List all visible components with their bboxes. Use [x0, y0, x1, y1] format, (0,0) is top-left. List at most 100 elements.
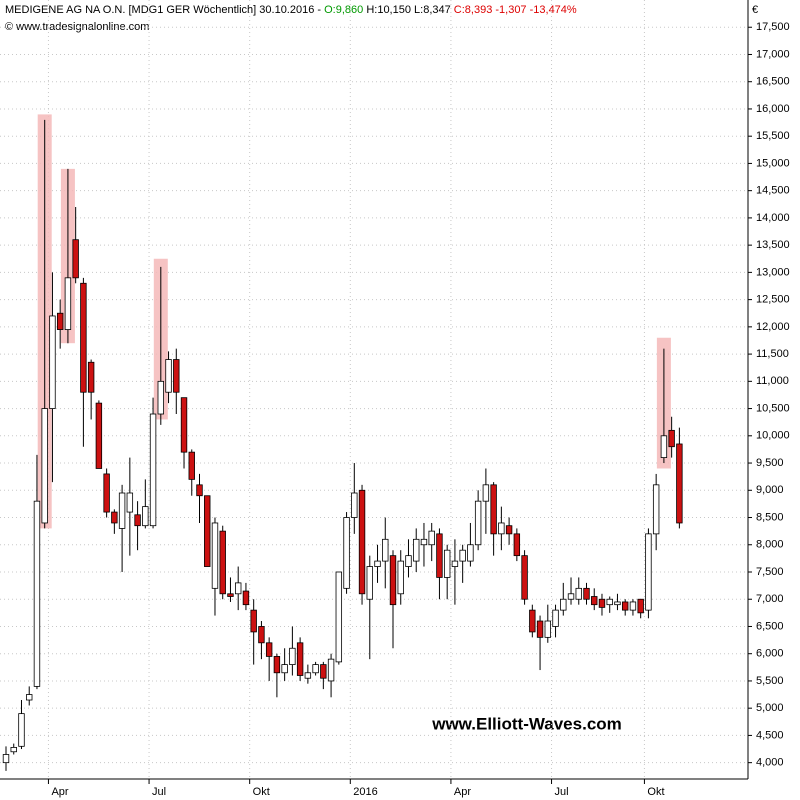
candle-body — [258, 626, 265, 644]
candle-body — [676, 443, 683, 524]
candle-body — [234, 582, 242, 595]
candle-body — [312, 664, 319, 674]
candle-body — [420, 538, 428, 546]
x-tick-label: Jul — [152, 786, 166, 798]
candle-body — [265, 642, 273, 657]
candle-body — [41, 408, 48, 524]
candle-body — [397, 560, 404, 595]
candle-body — [64, 277, 72, 330]
y-tick-label: 8,500 — [756, 511, 784, 523]
title-part: C:8,393 -1,307 -13,474% — [454, 4, 577, 16]
candle-body — [126, 492, 134, 513]
candle-body — [103, 473, 110, 513]
candle-body — [467, 544, 474, 562]
candle-body — [250, 609, 257, 633]
candle-body — [374, 560, 381, 567]
candle-body — [637, 598, 644, 614]
candle-body — [72, 239, 79, 279]
y-tick-label: 16,000 — [756, 103, 790, 115]
y-tick-label: 15,500 — [756, 130, 790, 142]
y-tick-label: 4,000 — [756, 757, 784, 769]
y-tick-label: 5,000 — [756, 702, 784, 714]
candle-body — [614, 601, 621, 606]
candle-body — [219, 530, 226, 595]
candle-body — [428, 530, 435, 546]
candle-body — [366, 566, 373, 600]
candle-body — [56, 312, 64, 330]
candle-body — [188, 451, 195, 480]
candle-body — [536, 620, 544, 638]
candle-body — [211, 522, 219, 589]
y-tick-label: 8,000 — [756, 539, 784, 551]
y-tick-label: 7,500 — [756, 566, 784, 578]
candle-body — [591, 596, 598, 606]
x-tick-label: 2016 — [353, 786, 377, 798]
candle-body — [389, 555, 397, 606]
candle-body — [668, 429, 675, 448]
candle-body — [382, 538, 389, 562]
candle-body — [351, 492, 358, 518]
candle-body — [498, 522, 505, 535]
candle-body — [2, 754, 10, 764]
candle-body — [335, 571, 343, 663]
candle-body — [304, 672, 312, 679]
currency-label: € — [752, 4, 758, 16]
candle-body — [583, 587, 590, 600]
candle-body — [111, 511, 118, 524]
y-tick-label: 17,000 — [756, 48, 790, 60]
candle-body — [281, 664, 288, 674]
candle-body — [629, 601, 637, 611]
candle-body — [567, 593, 575, 600]
candle-body — [149, 413, 157, 527]
title-part: MEDIGENE AG NA O.N. [MDG1 GER Wöchentlic… — [5, 4, 324, 16]
candle-body — [645, 533, 652, 611]
y-tick-label: 12,000 — [756, 321, 790, 333]
y-tick-label: 14,000 — [756, 212, 790, 224]
candle-body — [482, 484, 490, 502]
y-tick-label: 6,000 — [756, 648, 784, 660]
y-tick-label: 11,000 — [756, 375, 789, 387]
title-part: H:10,150 L:8,347 — [363, 4, 454, 16]
candle-body — [142, 506, 149, 527]
x-tick-label: Okt — [647, 786, 664, 798]
y-tick-label: 6,500 — [756, 620, 784, 632]
x-tick-label: Apr — [454, 786, 471, 798]
candle-body — [451, 560, 459, 567]
candle-body — [505, 525, 513, 535]
y-tick-label: 14,500 — [756, 185, 790, 197]
candle-body — [242, 590, 250, 606]
y-tick-label: 9,000 — [756, 484, 784, 496]
candle-body — [173, 359, 180, 393]
candle-body — [622, 601, 629, 611]
candle-body — [490, 484, 497, 535]
candle-body — [652, 484, 660, 535]
y-tick-label: 13,500 — [756, 239, 790, 251]
candle-body — [18, 713, 25, 747]
candle-body — [544, 620, 551, 638]
candle-body — [343, 517, 350, 589]
candle-body — [165, 359, 172, 393]
candle-body — [405, 555, 412, 567]
candle-body — [560, 598, 567, 611]
y-tick-label: 12,500 — [756, 294, 790, 306]
candle-body — [289, 647, 296, 666]
y-tick-label: 15,000 — [756, 157, 790, 169]
candle-body — [552, 609, 559, 627]
candle-body — [26, 694, 33, 701]
candle-body — [660, 435, 668, 458]
candle-body — [87, 361, 95, 393]
candle-body — [575, 587, 582, 600]
watermark: www.Elliott-Waves.com — [431, 714, 622, 733]
candle-body — [33, 500, 41, 687]
candle-body — [513, 533, 521, 557]
candle-body — [134, 514, 141, 527]
x-tick-label: Apr — [51, 786, 68, 798]
y-tick-label: 5,500 — [756, 675, 784, 687]
candle-body — [358, 489, 366, 595]
candle-body — [80, 282, 87, 393]
x-tick-label: Okt — [253, 786, 270, 798]
x-tick-label: Jul — [555, 786, 569, 798]
candle-body — [118, 492, 126, 529]
chart-subtitle: © www.tradesignalonline.com — [5, 21, 149, 33]
